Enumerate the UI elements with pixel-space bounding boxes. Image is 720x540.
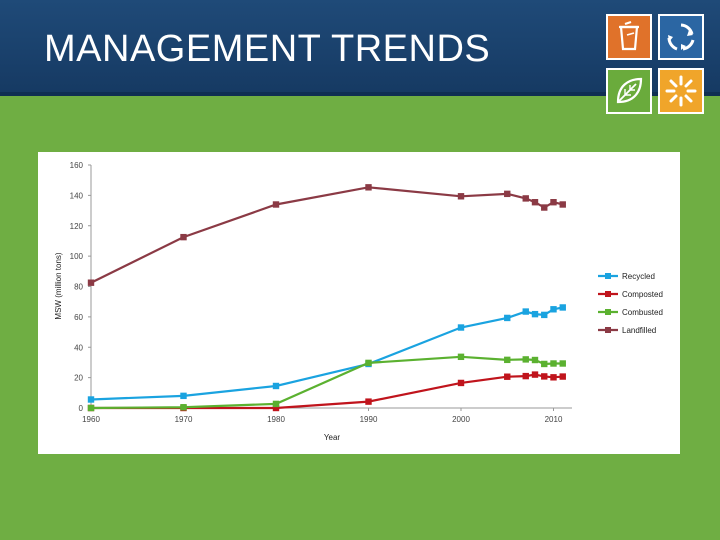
data-point-landfilled <box>365 184 372 191</box>
data-point-landfilled <box>541 204 548 211</box>
y-tick-label: 140 <box>70 191 84 200</box>
x-tick-label: 1990 <box>360 415 378 424</box>
data-point-composted <box>272 404 280 412</box>
data-point-landfilled <box>87 279 95 286</box>
msw-line-chart: 0 20 40 60 80 100 120 140 160 1960 1970 1980 1990 20… <box>54 161 663 442</box>
recycle-arrows-icon <box>658 14 704 60</box>
legend-label: Recycled <box>622 272 655 281</box>
data-point-combusted <box>550 360 557 367</box>
y-tick-label: 80 <box>74 283 83 292</box>
data-point-recycled <box>272 382 280 390</box>
data-point-recycled <box>504 314 511 322</box>
legend-marker <box>605 273 611 279</box>
data-point-composted <box>365 398 372 405</box>
data-point-composted <box>541 373 548 380</box>
leaf-icon <box>606 68 652 114</box>
chart-panel: 0 20 40 60 80 100 120 140 160 1960 1970 1980 1990 20… <box>38 152 680 454</box>
trash-can-icon <box>606 14 652 60</box>
data-point-landfilled <box>272 201 280 208</box>
legend-label: Composted <box>622 290 663 299</box>
series-line-landfilled <box>90 186 564 284</box>
series-line-composted <box>91 373 563 410</box>
data-point-landfilled <box>559 201 566 208</box>
data-point-recycled <box>550 306 557 313</box>
data-point-recycled <box>180 392 187 400</box>
data-point-combusted <box>559 360 566 367</box>
data-point-composted <box>531 371 539 378</box>
slide-title: MANAGEMENT TRENDS <box>44 28 491 70</box>
y-tick-label: 100 <box>70 252 84 261</box>
data-point-landfilled <box>531 199 539 206</box>
data-point-combusted <box>504 356 511 364</box>
data-point-recycled <box>457 324 465 331</box>
x-tick-label: 1970 <box>175 415 193 424</box>
data-point-composted <box>522 372 529 380</box>
y-tick-label: 160 <box>70 161 84 170</box>
data-point-combusted <box>457 353 465 361</box>
data-point-combusted <box>272 400 280 408</box>
data-point-composted <box>457 379 465 387</box>
data-point-recycled <box>559 304 566 311</box>
legend-marker <box>605 327 611 333</box>
x-tick-label: 1960 <box>82 415 100 424</box>
data-point-combusted <box>87 404 95 412</box>
data-point-combusted <box>531 356 539 364</box>
legend-label: Landfilled <box>622 326 656 335</box>
y-tick-label: 40 <box>74 343 83 352</box>
data-point-combusted <box>541 360 548 368</box>
data-point-combusted <box>522 356 529 363</box>
chart-legend: Recycled Composted Combusted Landfilled <box>598 272 663 335</box>
series-lines <box>87 184 566 412</box>
header-divider <box>0 92 720 96</box>
data-point-combusted <box>365 359 372 367</box>
data-point-recycled <box>87 396 95 403</box>
x-tick-label: 2010 <box>545 415 563 424</box>
sun-burst-icon <box>658 68 704 114</box>
chart-axes <box>90 165 572 409</box>
legend-label: Combusted <box>622 308 663 317</box>
data-point-landfilled <box>522 195 529 202</box>
data-point-landfilled <box>457 193 465 200</box>
data-point-recycled <box>541 311 548 319</box>
data-point-combusted <box>180 404 187 411</box>
y-tick-label: 0 <box>79 404 84 413</box>
data-point-composted <box>504 373 511 380</box>
x-tick-label: 1980 <box>267 415 285 424</box>
slide-header <box>0 0 720 92</box>
y-tick-label: 60 <box>74 313 83 322</box>
data-point-composted <box>559 373 566 380</box>
legend-marker <box>605 291 611 297</box>
data-point-landfilled <box>180 233 187 241</box>
series-line-combusted <box>90 355 563 410</box>
data-point-composted <box>550 374 557 381</box>
x-axis-label: Year <box>324 433 341 442</box>
legend-marker <box>605 309 611 315</box>
data-point-recycled <box>522 308 529 315</box>
y-tick-labels: 0 20 40 60 80 100 120 140 160 <box>70 161 91 413</box>
y-axis-label: MSW (million tons) <box>54 252 63 319</box>
x-tick-labels: 1960 1970 1980 1990 2000 2010 <box>82 408 563 424</box>
x-tick-label: 2000 <box>452 415 470 424</box>
data-point-landfilled <box>504 190 511 198</box>
series-line-recycled <box>90 306 563 401</box>
y-tick-label: 20 <box>74 374 83 383</box>
data-point-recycled <box>531 310 539 318</box>
y-tick-label: 120 <box>70 222 84 231</box>
data-point-landfilled <box>550 199 557 206</box>
